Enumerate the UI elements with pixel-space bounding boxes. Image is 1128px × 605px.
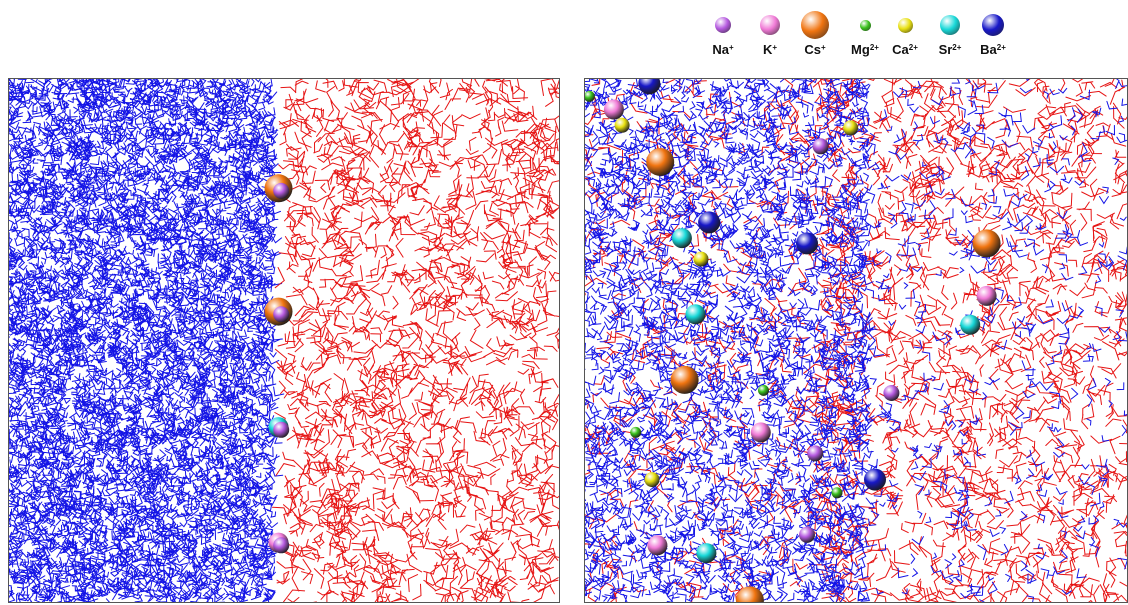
ion-mg xyxy=(584,90,595,102)
legend-item-na: Na+ xyxy=(703,10,743,57)
ion-cs xyxy=(972,229,1001,258)
ion-k xyxy=(603,99,624,120)
legend-ball-sr xyxy=(940,15,960,35)
ion-na xyxy=(883,385,900,401)
legend-ball-na xyxy=(715,17,731,33)
legend-ball-mg xyxy=(859,19,871,31)
ion-sr xyxy=(696,543,717,564)
ion-ca xyxy=(644,472,660,488)
ion-sr xyxy=(671,228,692,249)
ion-ca xyxy=(843,120,859,136)
legend-label-mg: Mg2+ xyxy=(851,42,879,57)
phase-left-molecules xyxy=(584,78,1128,603)
ion-sr xyxy=(685,304,706,325)
ion-na xyxy=(273,182,290,199)
panel-mixed xyxy=(584,78,1128,603)
phase-right-molecules xyxy=(272,78,560,603)
ion-mg xyxy=(831,487,843,499)
ions xyxy=(584,78,1001,603)
legend-item-mg: Mg2+ xyxy=(845,10,885,57)
legend-label-cs: Cs+ xyxy=(804,42,826,57)
simulation-snapshot-separated xyxy=(8,78,560,603)
legend-label-na: Na+ xyxy=(712,42,734,57)
ion-ca xyxy=(614,117,630,133)
ion-ba xyxy=(864,468,886,491)
legend-ball-cs xyxy=(801,11,829,39)
legend-item-cs: Cs+ xyxy=(795,10,835,57)
legend-label-ba: Ba2+ xyxy=(980,42,1006,57)
legend-item-ca: Ca2+ xyxy=(885,10,925,57)
ion-sr xyxy=(960,314,981,335)
ion-ca xyxy=(693,251,709,267)
legend-ball-ca xyxy=(897,17,913,33)
ion-cs xyxy=(670,365,699,394)
ion-ba xyxy=(698,211,721,234)
legend-item-sr: Sr2+ xyxy=(930,10,970,57)
panel-separated xyxy=(8,78,560,603)
ion-ba xyxy=(638,78,661,95)
ion-na xyxy=(812,138,829,155)
ion-cs xyxy=(735,586,764,603)
ion-mg xyxy=(630,426,642,438)
legend-ball-k xyxy=(760,15,780,35)
ion-k xyxy=(976,285,997,306)
phase-left-molecules xyxy=(8,78,285,603)
ion-cs xyxy=(646,148,675,176)
ion-na xyxy=(799,526,815,543)
ion-k xyxy=(647,535,668,556)
ion-ba xyxy=(796,232,818,255)
ion-na xyxy=(273,537,290,554)
ion-na xyxy=(273,421,290,438)
ion-k xyxy=(750,422,771,443)
ions xyxy=(264,174,293,554)
legend-label-k: K+ xyxy=(762,42,778,57)
ion-na xyxy=(807,445,824,462)
ion-mg xyxy=(758,384,769,396)
legend-ball-ba xyxy=(982,14,1004,36)
legend-item-ba: Ba2+ xyxy=(973,10,1013,57)
ion-legend: Na+ K+ Cs+ Mg2+ Ca2+ Sr2+ Ba2+ xyxy=(700,10,1030,70)
simulation-snapshot-mixed xyxy=(584,78,1128,603)
legend-label-sr: Sr2+ xyxy=(938,42,962,57)
ion-na xyxy=(273,306,290,323)
legend-item-k: K+ xyxy=(750,10,790,57)
legend-label-ca: Ca2+ xyxy=(892,42,918,57)
